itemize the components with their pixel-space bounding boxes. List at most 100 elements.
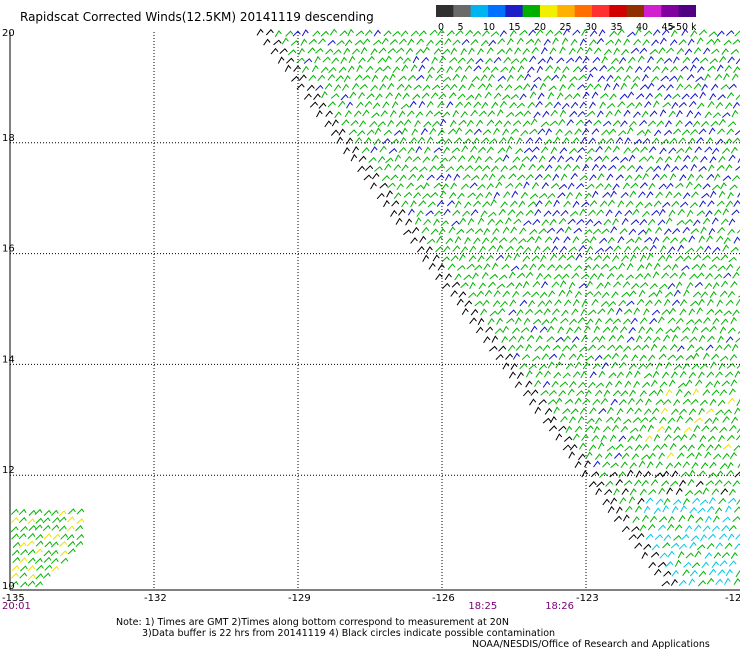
wind-barb	[450, 255, 459, 262]
wind-barb	[614, 452, 623, 459]
wind-barb	[683, 154, 691, 162]
wind-barb	[695, 516, 704, 523]
wind-barb	[669, 442, 677, 450]
wind-barb	[670, 578, 678, 586]
wind-barb	[623, 345, 632, 352]
wind-barb	[455, 127, 463, 135]
wind-barb	[27, 574, 36, 581]
wind-barb	[663, 570, 672, 577]
wind-barb	[558, 289, 566, 297]
wind-barb	[620, 461, 628, 469]
wind-barb	[558, 183, 568, 190]
wind-barb	[410, 30, 419, 37]
wind-barb	[572, 200, 580, 208]
wind-barb	[593, 47, 602, 55]
wind-barb	[671, 263, 679, 271]
wind-barb	[624, 380, 632, 388]
wind-barb	[645, 299, 653, 307]
wind-barb	[565, 362, 574, 370]
wind-barb	[732, 101, 740, 109]
wind-barb	[722, 415, 730, 423]
wind-barb	[685, 552, 694, 559]
wind-barb	[728, 256, 737, 263]
wind-barb	[446, 65, 454, 73]
wind-barb	[446, 30, 455, 37]
wind-barb	[481, 271, 489, 279]
wind-barb	[555, 433, 563, 441]
wind-barb	[435, 39, 444, 46]
wind-barb	[586, 73, 594, 81]
wind-barb	[331, 119, 339, 127]
wind-barb	[560, 415, 568, 423]
wind-barb	[67, 548, 76, 555]
wind-barb	[549, 416, 557, 424]
wind-barb	[473, 65, 482, 72]
wind-barb	[353, 110, 362, 117]
wind-barb	[579, 38, 587, 46]
wind-barb	[549, 218, 557, 226]
wind-barb	[34, 557, 43, 565]
wind-barb	[706, 137, 713, 145]
wind-barb	[523, 147, 533, 154]
wind-barb	[621, 255, 629, 262]
wind-barb	[364, 100, 373, 108]
wind-barb	[673, 192, 682, 199]
wind-barb	[701, 192, 710, 199]
wind-barb	[649, 283, 658, 290]
wind-barb	[668, 110, 676, 118]
wind-barb	[523, 389, 531, 397]
wind-barb	[598, 335, 606, 343]
wind-barb	[559, 83, 566, 92]
wind-barb	[628, 120, 637, 128]
wind-barb	[713, 380, 721, 388]
wind-barb	[543, 173, 552, 181]
wind-barb	[521, 156, 530, 162]
wind-barb	[572, 371, 581, 378]
wind-barb	[643, 65, 652, 73]
wind-barb	[581, 335, 588, 343]
wind-barb	[687, 478, 695, 486]
wind-barb	[541, 281, 548, 289]
wind-barb	[714, 309, 723, 316]
wind-barb	[597, 441, 605, 450]
wind-barb	[712, 246, 721, 254]
wind-barb	[572, 298, 580, 307]
wind-barb	[661, 66, 669, 74]
wind-barb	[613, 281, 621, 288]
wind-barb	[723, 72, 730, 81]
wind-barb	[616, 506, 623, 514]
wind-barb	[574, 397, 582, 405]
wind-barb	[531, 255, 540, 262]
wind-barb	[502, 226, 510, 234]
wind-barb	[661, 371, 669, 379]
wind-barb	[496, 283, 506, 290]
wind-barb	[608, 372, 617, 379]
wind-barb	[567, 218, 576, 225]
legend-label: >50 knots	[668, 22, 696, 33]
wind-barb	[549, 47, 557, 55]
wind-barb	[457, 93, 466, 100]
wind-barb	[574, 460, 582, 468]
wind-barb	[698, 334, 706, 343]
wind-barb	[529, 398, 537, 406]
wind-barb	[512, 156, 521, 163]
wind-barb	[698, 570, 707, 578]
wind-barb	[528, 299, 536, 307]
wind-barb	[464, 165, 474, 171]
wind-barb	[394, 154, 402, 162]
wind-barb	[571, 137, 580, 144]
wind-barb	[407, 38, 415, 46]
wind-barb	[654, 299, 662, 306]
wind-barb	[454, 137, 463, 144]
wind-barb	[552, 209, 560, 217]
wind-barb	[574, 290, 582, 298]
wind-barb	[641, 210, 650, 218]
wind-barb	[611, 57, 619, 65]
wind-barb	[686, 110, 694, 118]
wind-barb	[552, 344, 561, 351]
wind-barb	[613, 416, 622, 424]
wind-barb	[579, 208, 587, 216]
wind-barb	[414, 217, 422, 225]
wind-barb	[395, 120, 404, 127]
wind-barb	[473, 237, 481, 245]
